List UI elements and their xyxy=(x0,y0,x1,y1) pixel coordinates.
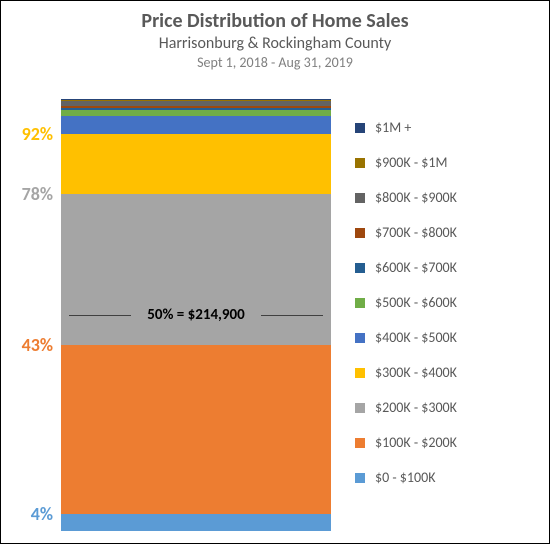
stacked-bar: 50% = $214,900 xyxy=(61,99,331,531)
legend-item: $200K - $300K xyxy=(355,399,535,416)
legend-swatch xyxy=(355,438,365,448)
legend-item: $300K - $400K xyxy=(355,364,535,381)
legend-swatch xyxy=(355,333,365,343)
median-label: 50% = $214,900 xyxy=(143,306,248,324)
legend-item: $500K - $600K xyxy=(355,294,535,311)
bar-segment xyxy=(61,100,331,101)
legend-swatch xyxy=(355,368,365,378)
cumulative-axis-labels: 4% 43% 78% 92% xyxy=(1,99,57,531)
legend-label: $100K - $200K xyxy=(375,434,457,451)
legend-label: $400K - $500K xyxy=(375,329,457,346)
legend-label: $700K - $800K xyxy=(375,224,457,241)
cumulative-label: 4% xyxy=(31,503,53,525)
cumulative-label: 92% xyxy=(22,123,53,145)
legend-label: $800K - $900K xyxy=(375,189,457,206)
legend-label: $1M + xyxy=(375,119,411,136)
legend-item: $600K - $700K xyxy=(355,259,535,276)
legend-item: $0 - $100K xyxy=(355,469,535,486)
legend-item: $400K - $500K xyxy=(355,329,535,346)
bar-segment xyxy=(61,134,331,194)
legend-swatch xyxy=(355,263,365,273)
legend-swatch xyxy=(355,228,365,238)
bar-segment xyxy=(61,345,331,513)
bar-segment xyxy=(61,110,331,116)
median-line xyxy=(69,315,131,316)
bar-segment xyxy=(61,101,331,106)
median-line xyxy=(261,315,323,316)
bar-segment xyxy=(61,106,331,108)
cumulative-label: 43% xyxy=(22,334,53,356)
legend-swatch xyxy=(355,158,365,168)
legend-item: $1M + xyxy=(355,119,535,136)
legend-swatch xyxy=(355,473,365,483)
chart-title: Price Distribution of Home Sales xyxy=(1,9,549,34)
legend-label: $900K - $1M xyxy=(375,154,447,171)
legend-swatch xyxy=(355,298,365,308)
cumulative-label: 78% xyxy=(22,183,53,205)
chart-subtitle: Harrisonburg & Rockingham County xyxy=(1,34,549,54)
legend-label: $200K - $300K xyxy=(375,399,457,416)
title-block: Price Distribution of Home Sales Harriso… xyxy=(1,9,549,72)
legend-item: $700K - $800K xyxy=(355,224,535,241)
legend-label: $0 - $100K xyxy=(375,469,435,486)
legend-swatch xyxy=(355,403,365,413)
legend-label: $600K - $700K xyxy=(375,259,457,276)
legend-label: $300K - $400K xyxy=(375,364,457,381)
legend-item: $800K - $900K xyxy=(355,189,535,206)
legend-swatch xyxy=(355,193,365,203)
legend-label: $500K - $600K xyxy=(375,294,457,311)
legend: $1M + $900K - $1M $800K - $900K $700K - $80… xyxy=(355,119,535,504)
bar-segment xyxy=(61,514,331,531)
bar-segment xyxy=(61,116,331,133)
legend-item: $100K - $200K xyxy=(355,434,535,451)
chart-daterange: Sept 1, 2018 - Aug 31, 2019 xyxy=(1,54,549,72)
legend-swatch xyxy=(355,123,365,133)
bar-segment xyxy=(61,108,331,111)
chart-frame: Price Distribution of Home Sales Harriso… xyxy=(0,0,550,544)
bar-segment xyxy=(61,99,331,100)
legend-item: $900K - $1M xyxy=(355,154,535,171)
